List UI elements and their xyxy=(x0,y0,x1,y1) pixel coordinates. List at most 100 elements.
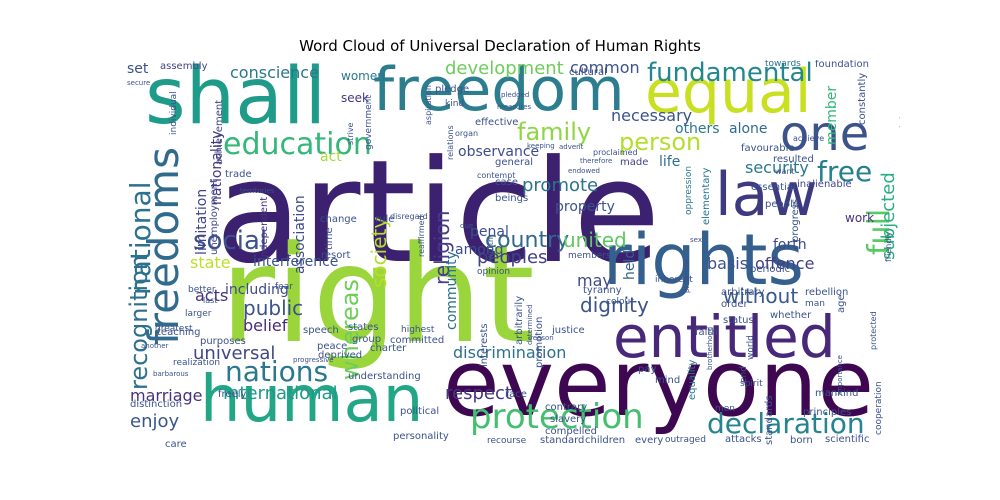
word-better: better xyxy=(188,285,216,295)
word-achieve: achieve xyxy=(793,134,825,143)
word-fundamental: fundamental xyxy=(647,60,813,88)
word-promote: promote xyxy=(522,175,599,196)
word-status: status xyxy=(723,315,754,326)
word-determined: determined xyxy=(526,304,534,345)
word-due: due xyxy=(460,222,474,230)
word-education: education xyxy=(223,127,372,162)
word-case: case xyxy=(495,177,518,188)
word-peace: peace xyxy=(317,341,348,352)
word-without: without xyxy=(723,284,799,308)
word-freely: freely xyxy=(218,389,247,400)
word-reaffirmed: reaffirmed xyxy=(417,215,426,257)
word-basis: basis xyxy=(707,254,749,273)
word-contempt: contempt xyxy=(477,171,516,180)
word-distinction: distinction xyxy=(130,399,183,410)
word-necessary: necessary xyxy=(611,106,693,125)
word-endowed: endowed xyxy=(568,167,600,175)
word-kind: kind xyxy=(445,99,465,109)
word-organ: organ xyxy=(455,129,479,138)
word-colour: colour xyxy=(606,297,634,307)
word-recourse: recourse xyxy=(487,436,527,446)
word-recognition: recognition xyxy=(125,254,153,390)
word-belief: belief xyxy=(243,316,288,335)
word-people: people xyxy=(765,199,799,210)
word-members: members xyxy=(568,251,611,261)
word-act: act xyxy=(320,149,342,165)
word-care: care xyxy=(165,439,187,448)
word-age: age xyxy=(836,294,847,313)
word-personality: personality xyxy=(393,431,449,442)
word-importance: importance xyxy=(836,355,844,395)
word-measures: measures xyxy=(497,103,532,111)
word-outraged: outraged xyxy=(665,435,706,445)
word-deprived: deprived xyxy=(318,350,363,361)
word-others: others xyxy=(675,121,720,137)
chart-title: Word Cloud of Universal Declaration of H… xyxy=(299,37,701,55)
word-peoples: peoples xyxy=(477,247,548,268)
word-one: one xyxy=(780,106,870,162)
word-change: change xyxy=(320,214,357,225)
word-association: association xyxy=(292,195,308,274)
word-development: development xyxy=(445,60,564,79)
word-protection: protection xyxy=(470,397,644,437)
word-order: order xyxy=(721,299,748,310)
word-want: want xyxy=(775,167,795,176)
word-arbitrary: arbitrary xyxy=(721,287,765,298)
word-person: person xyxy=(619,128,702,156)
word-among: among xyxy=(455,242,504,258)
word-general: general xyxy=(495,157,534,168)
word-enjoy: enjoy xyxy=(130,411,180,432)
word-brotherhood: brotherhood xyxy=(706,326,714,370)
word-rebellion: rebellion xyxy=(805,287,849,298)
word-trade: trade xyxy=(225,169,252,180)
word-advent: advent xyxy=(559,143,584,151)
word-beings: beings xyxy=(495,193,529,204)
word-seek: seek xyxy=(341,91,369,105)
word-inalienable: inalienable xyxy=(797,179,852,190)
word-assembly: assembly xyxy=(160,61,208,72)
word-independent: independent xyxy=(259,196,270,260)
word-justice: justice xyxy=(552,325,585,336)
word-territories: territories xyxy=(240,187,275,195)
word-spirit: spirit xyxy=(740,379,763,389)
word-common: common xyxy=(570,60,640,77)
word-teaching: teaching xyxy=(157,327,201,338)
word-therefore: therefore xyxy=(580,157,613,165)
word-committed: committed xyxy=(390,335,445,346)
word-conscience: conscience xyxy=(230,63,319,82)
word-unemployment: unemployment xyxy=(209,179,220,255)
word-life: life xyxy=(659,154,681,170)
word-may: may xyxy=(577,271,612,290)
word-standards: standards xyxy=(764,395,775,445)
word-rights: rights xyxy=(603,219,804,301)
word-highest: highest xyxy=(401,325,435,335)
word-reason: reason xyxy=(530,334,554,342)
word-cooperation: cooperation xyxy=(874,381,884,435)
word-property: property xyxy=(555,199,615,215)
word-scientific: scientific xyxy=(825,434,870,445)
word-freedom: freedom xyxy=(373,60,625,125)
word-progress: progress xyxy=(790,198,801,242)
word-preamble: preamble xyxy=(683,259,691,293)
word-dignity: dignity xyxy=(580,293,649,317)
word-international: international xyxy=(223,383,338,404)
word-achievement: achievement xyxy=(214,99,225,165)
word-political: political xyxy=(400,406,440,417)
word-resulted: resulted xyxy=(773,154,814,165)
word-purposes: purposes xyxy=(200,336,246,347)
word-equality: equality xyxy=(687,359,698,400)
word-charter: charter xyxy=(370,343,407,354)
word-secure: secure xyxy=(127,79,151,87)
word-women: women xyxy=(341,69,385,83)
word-pledged: pledged xyxy=(501,91,530,99)
word-marriage: marriage xyxy=(130,386,203,405)
word-compelled: compelled xyxy=(545,426,597,437)
word-limitation: limitation xyxy=(194,188,210,255)
word-children: children xyxy=(585,435,626,446)
word-opinion: opinion xyxy=(477,267,511,277)
word-slavery: slavery xyxy=(550,414,587,425)
word-worth: worth xyxy=(486,237,495,260)
word-proclaimed: proclaimed xyxy=(593,148,638,157)
word-favourable: favourable xyxy=(741,143,795,154)
word-held: held xyxy=(622,249,638,280)
